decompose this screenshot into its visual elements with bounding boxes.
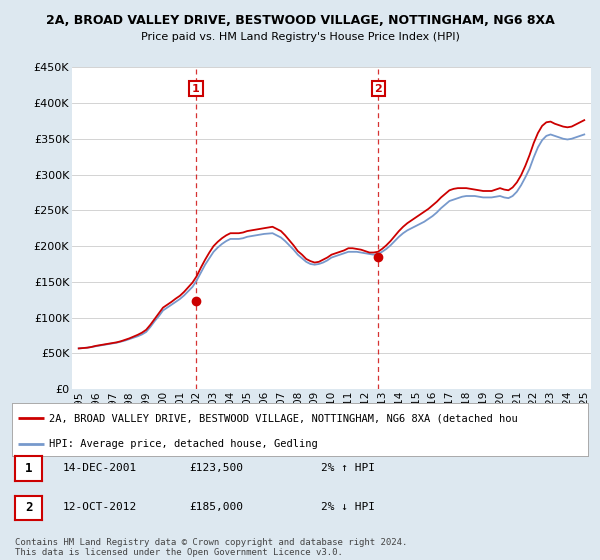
Text: 2% ↓ HPI: 2% ↓ HPI [321, 502, 375, 512]
Text: 2A, BROAD VALLEY DRIVE, BESTWOOD VILLAGE, NOTTINGHAM, NG6 8XA: 2A, BROAD VALLEY DRIVE, BESTWOOD VILLAGE… [46, 14, 554, 27]
Text: 2: 2 [374, 83, 382, 94]
Text: 14-DEC-2001: 14-DEC-2001 [63, 463, 137, 473]
Text: 2% ↑ HPI: 2% ↑ HPI [321, 463, 375, 473]
Text: £185,000: £185,000 [189, 502, 243, 512]
Text: 12-OCT-2012: 12-OCT-2012 [63, 502, 137, 512]
Text: Contains HM Land Registry data © Crown copyright and database right 2024.
This d: Contains HM Land Registry data © Crown c… [15, 538, 407, 557]
Text: Price paid vs. HM Land Registry's House Price Index (HPI): Price paid vs. HM Land Registry's House … [140, 32, 460, 43]
Text: HPI: Average price, detached house, Gedling: HPI: Average price, detached house, Gedl… [49, 438, 318, 449]
Text: 1: 1 [25, 462, 32, 475]
Text: 2: 2 [25, 501, 32, 515]
Text: 2A, BROAD VALLEY DRIVE, BESTWOOD VILLAGE, NOTTINGHAM, NG6 8XA (detached hou: 2A, BROAD VALLEY DRIVE, BESTWOOD VILLAGE… [49, 413, 518, 423]
Text: 1: 1 [192, 83, 200, 94]
Text: £123,500: £123,500 [189, 463, 243, 473]
